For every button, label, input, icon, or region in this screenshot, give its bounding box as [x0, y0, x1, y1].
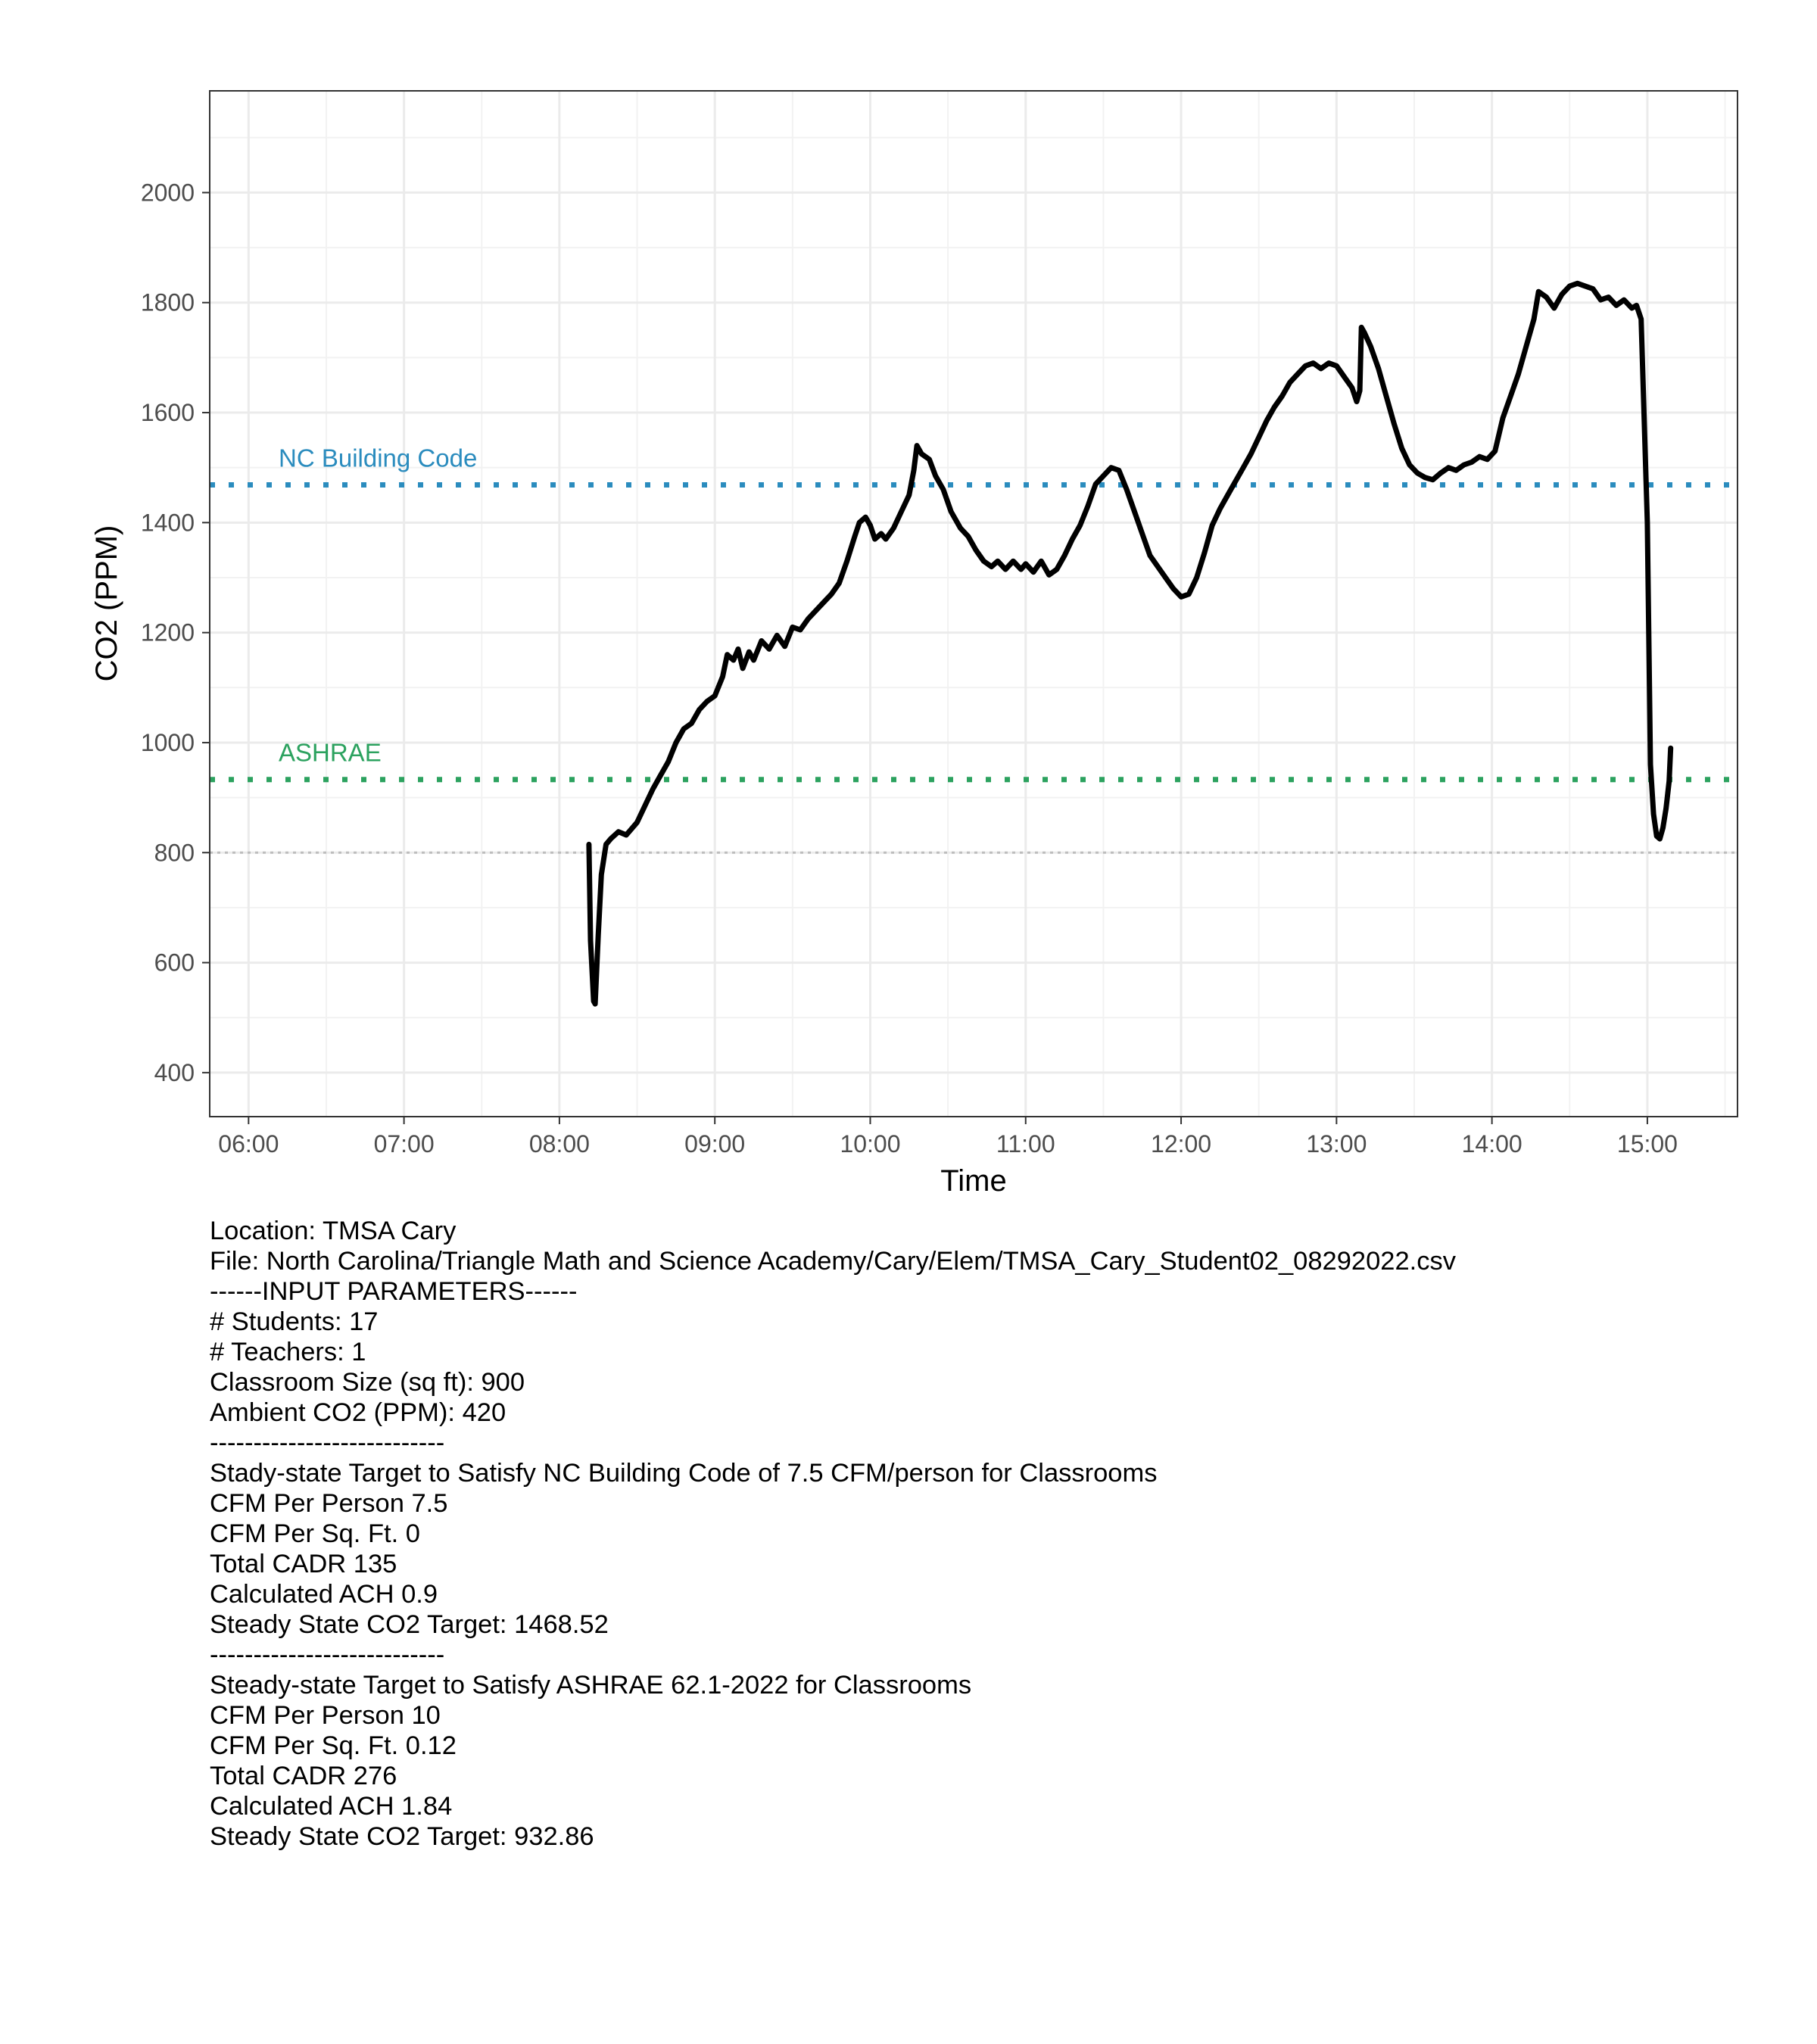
- caption-line: Steady State CO2 Target: 932.86: [210, 1822, 594, 1851]
- x-tick-label: 09:00: [684, 1130, 745, 1158]
- co2-line-chart: NC Building Code ASHRAE 06:00 07:00 08:00 09…: [90, 90, 1738, 1198]
- major-gridlines: [210, 91, 1738, 1117]
- y-tick-label: 400: [154, 1059, 195, 1086]
- x-tick-label: 08:00: [529, 1130, 590, 1158]
- x-axis-ticks: 06:00 07:00 08:00 09:00 10:00 11:00 12:00 13:00…: [218, 1117, 1678, 1158]
- caption-line: Steady-state Target to Satisfy ASHRAE 62…: [210, 1671, 972, 1700]
- y-tick-label: 1400: [141, 509, 195, 536]
- y-tick-label: 800: [154, 839, 195, 866]
- caption-line: Stady-state Target to Satisfy NC Buildin…: [210, 1459, 1158, 1488]
- x-tick-label: 14:00: [1462, 1130, 1522, 1158]
- x-tick-label: 11:00: [996, 1130, 1055, 1158]
- caption-line: Location: TMSA Cary: [210, 1217, 457, 1245]
- caption-line: CFM Per Person 7.5: [210, 1489, 448, 1518]
- reference-lines: NC Building Code ASHRAE: [210, 444, 1738, 854]
- parameters-caption: Location: TMSA Cary File: North Carolina/…: [210, 1216, 1724, 1852]
- caption-line: File: North Carolina/Triangle Math and S…: [210, 1247, 1456, 1276]
- x-tick-label: 13:00: [1306, 1130, 1367, 1158]
- caption-line: Steady State CO2 Target: 1468.52: [210, 1610, 609, 1639]
- minor-gridlines: [210, 91, 1738, 1117]
- y-tick-label: 1600: [141, 399, 195, 426]
- caption-line: Calculated ACH 0.9: [210, 1580, 438, 1609]
- reference-line-label: NC Building Code: [279, 444, 477, 472]
- y-tick-label: 600: [154, 949, 195, 977]
- caption-line: ---------------------------: [210, 1640, 445, 1669]
- x-tick-label: 06:00: [218, 1130, 279, 1158]
- plot-background: [210, 91, 1738, 1117]
- y-tick-label: 1200: [141, 619, 195, 647]
- caption-line: ------INPUT PARAMETERS------: [210, 1277, 578, 1306]
- reference-line-label: ASHRAE: [279, 739, 382, 767]
- y-tick-label: 1800: [141, 289, 195, 316]
- caption-line: CFM Per Person 10: [210, 1701, 441, 1730]
- caption-line: Ambient CO2 (PPM): 420: [210, 1398, 506, 1427]
- x-tick-label: 10:00: [840, 1130, 900, 1158]
- caption-line: # Teachers: 1: [210, 1338, 366, 1366]
- x-axis-title: Time: [940, 1164, 1006, 1198]
- caption-line: Total CADR 135: [210, 1550, 397, 1578]
- y-tick-label: 1000: [141, 729, 195, 756]
- x-tick-label: 12:00: [1151, 1130, 1211, 1158]
- caption-line: CFM Per Sq. Ft. 0: [210, 1519, 420, 1548]
- caption-line: Classroom Size (sq ft): 900: [210, 1368, 525, 1397]
- caption-line: ---------------------------: [210, 1429, 445, 1457]
- caption-line: Total CADR 276: [210, 1762, 397, 1790]
- caption-line: # Students: 17: [210, 1307, 379, 1336]
- co2-series-line: [586, 280, 1674, 1007]
- x-tick-label: 15:00: [1617, 1130, 1678, 1158]
- caption-line: CFM Per Sq. Ft. 0.12: [210, 1731, 457, 1760]
- x-tick-label: 07:00: [374, 1130, 435, 1158]
- caption-line: Calculated ACH 1.84: [210, 1792, 453, 1821]
- y-tick-label: 2000: [141, 179, 195, 206]
- plot-border: [209, 90, 1738, 1117]
- y-axis-title: CO2 (PPM): [90, 525, 123, 682]
- y-axis-ticks: 400 600 800 1000 1200 1400 1600 1800 2000: [141, 179, 210, 1086]
